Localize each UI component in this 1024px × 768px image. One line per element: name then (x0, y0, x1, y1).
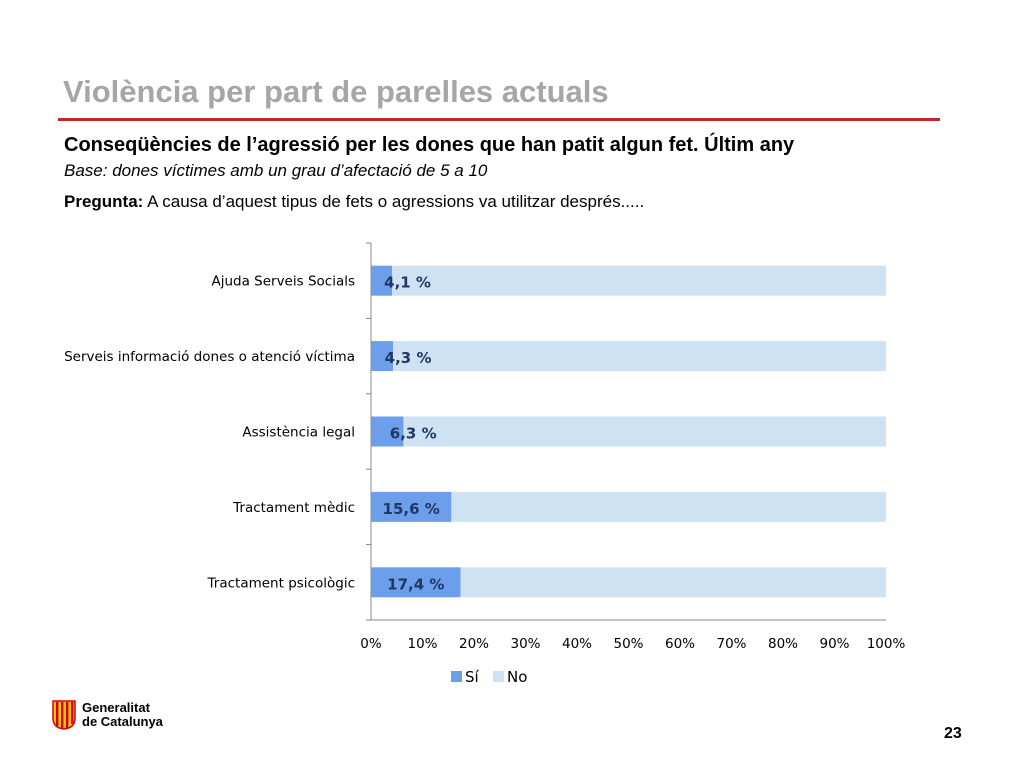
question-text: A causa d’aquest tipus de fets o agressi… (143, 192, 645, 211)
category-label: Tractament mèdic (232, 500, 355, 516)
x-tick-label: 30% (510, 636, 540, 652)
stacked-bar-chart: Ajuda Serveis Socials 4,1 % Serveis inform… (64, 242, 906, 686)
bar-no (403, 416, 886, 447)
question-line: Pregunta: A causa d’aquest tipus de fets… (64, 192, 644, 212)
x-tick-label: 20% (459, 636, 489, 652)
base-note: Base: dones víctimes amb un grau d’afect… (64, 161, 488, 180)
legend-label: Sí (465, 668, 480, 686)
data-label: 4,1 % (384, 274, 431, 292)
category-label: Tractament psicològic (207, 575, 355, 591)
page-title: Violència per part de parelles actuals (63, 74, 609, 109)
bar-no (392, 265, 886, 296)
data-label: 17,4 % (387, 575, 444, 593)
bar-si (371, 341, 394, 372)
category-label: Serveis informació dones o atenció vícti… (64, 349, 355, 365)
x-tick-label: 90% (819, 636, 849, 652)
x-tick-label: 60% (665, 636, 695, 652)
bar-si (371, 491, 452, 522)
legend-swatch-si (451, 671, 462, 682)
org-line-1: Generalitat (82, 700, 150, 715)
bar-no (460, 567, 886, 598)
generalitat-logo-icon (52, 700, 76, 730)
org-name: Generalitat de Catalunya (82, 701, 163, 729)
x-tick-label: 70% (716, 636, 746, 652)
data-label: 15,6 % (383, 500, 440, 518)
bar-si (371, 416, 404, 447)
category-label: Ajuda Serveis Socials (211, 274, 355, 290)
data-label: 6,3 % (390, 425, 437, 443)
x-tick-label: 50% (613, 636, 643, 652)
question-label: Pregunta: (64, 192, 144, 211)
x-tick-label: 0% (360, 636, 382, 652)
page-number: 23 (944, 725, 962, 742)
x-tick-label: 100% (867, 636, 906, 652)
x-tick-label: 10% (407, 636, 437, 652)
bar-si (371, 567, 461, 598)
legend-swatch-no (493, 671, 504, 682)
bar-no (451, 491, 886, 522)
category-label: Assistència legal (242, 425, 355, 441)
org-line-2: de Catalunya (82, 714, 163, 729)
legend-label: No (507, 668, 527, 686)
x-tick-label: 40% (562, 636, 592, 652)
bar-no (393, 341, 886, 372)
bar-si (371, 265, 393, 296)
title-underline (58, 118, 940, 121)
chart-subtitle: Conseqüències de l’agressió per les done… (64, 134, 795, 156)
x-tick-label: 80% (768, 636, 798, 652)
data-label: 4,3 % (385, 349, 432, 367)
